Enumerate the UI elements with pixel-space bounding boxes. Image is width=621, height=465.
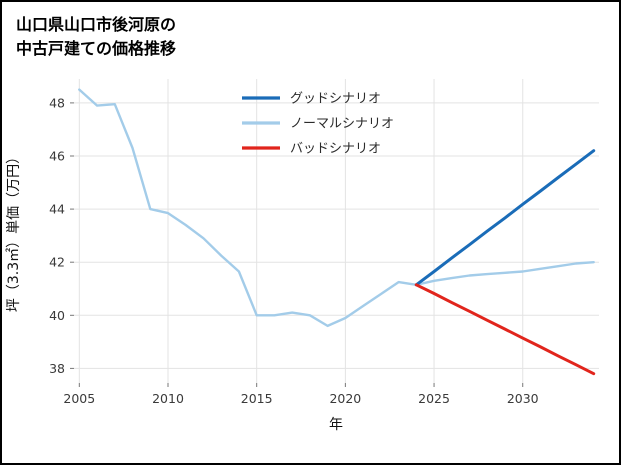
y-tick-label: 38 (49, 361, 65, 376)
y-tick-label: 40 (49, 308, 65, 323)
y-tick-label: 48 (49, 95, 65, 110)
legend-label: バッドシナリオ (290, 142, 381, 157)
x-tick-label: 2005 (63, 391, 95, 406)
x-tick-label: 2015 (241, 391, 273, 406)
chart-area: 2005 2010 2015 2020 2025 2030 38 40 42 44 46 48 グッド… (2, 63, 619, 445)
x-tick-label: 2025 (418, 391, 450, 406)
chart-title: 山口県山口市後河原の 中古戸建ての価格推移 (2, 2, 619, 61)
y-tick-label: 44 (49, 202, 65, 217)
grid-layer: 2005 2010 2015 2020 2025 2030 38 40 42 44 46 48 (49, 79, 599, 406)
chart-title-line1: 山口県山口市後河原の (16, 15, 177, 34)
chart-svg: 2005 2010 2015 2020 2025 2030 38 40 42 44 46 48 グッド… (6, 79, 599, 433)
x-tick-label: 2020 (329, 391, 361, 406)
series-layer (78, 88, 596, 376)
chart-title-line2: 中古戸建ての価格推移 (16, 39, 177, 58)
y-tick-label: 42 (49, 255, 65, 270)
series-line (414, 149, 596, 287)
x-tick-label: 2030 (507, 391, 539, 406)
x-tick-label: 2010 (152, 391, 184, 406)
series-line (414, 283, 596, 376)
legend-label: グッドシナリオ (290, 92, 381, 107)
x-axis-label: 年 (329, 417, 343, 433)
y-axis-label: 坪（3.3㎡）単価（万円） (6, 150, 22, 312)
legend-label: ノーマルシナリオ (290, 117, 394, 132)
y-tick-label: 46 (49, 148, 65, 163)
series-line (78, 88, 595, 328)
